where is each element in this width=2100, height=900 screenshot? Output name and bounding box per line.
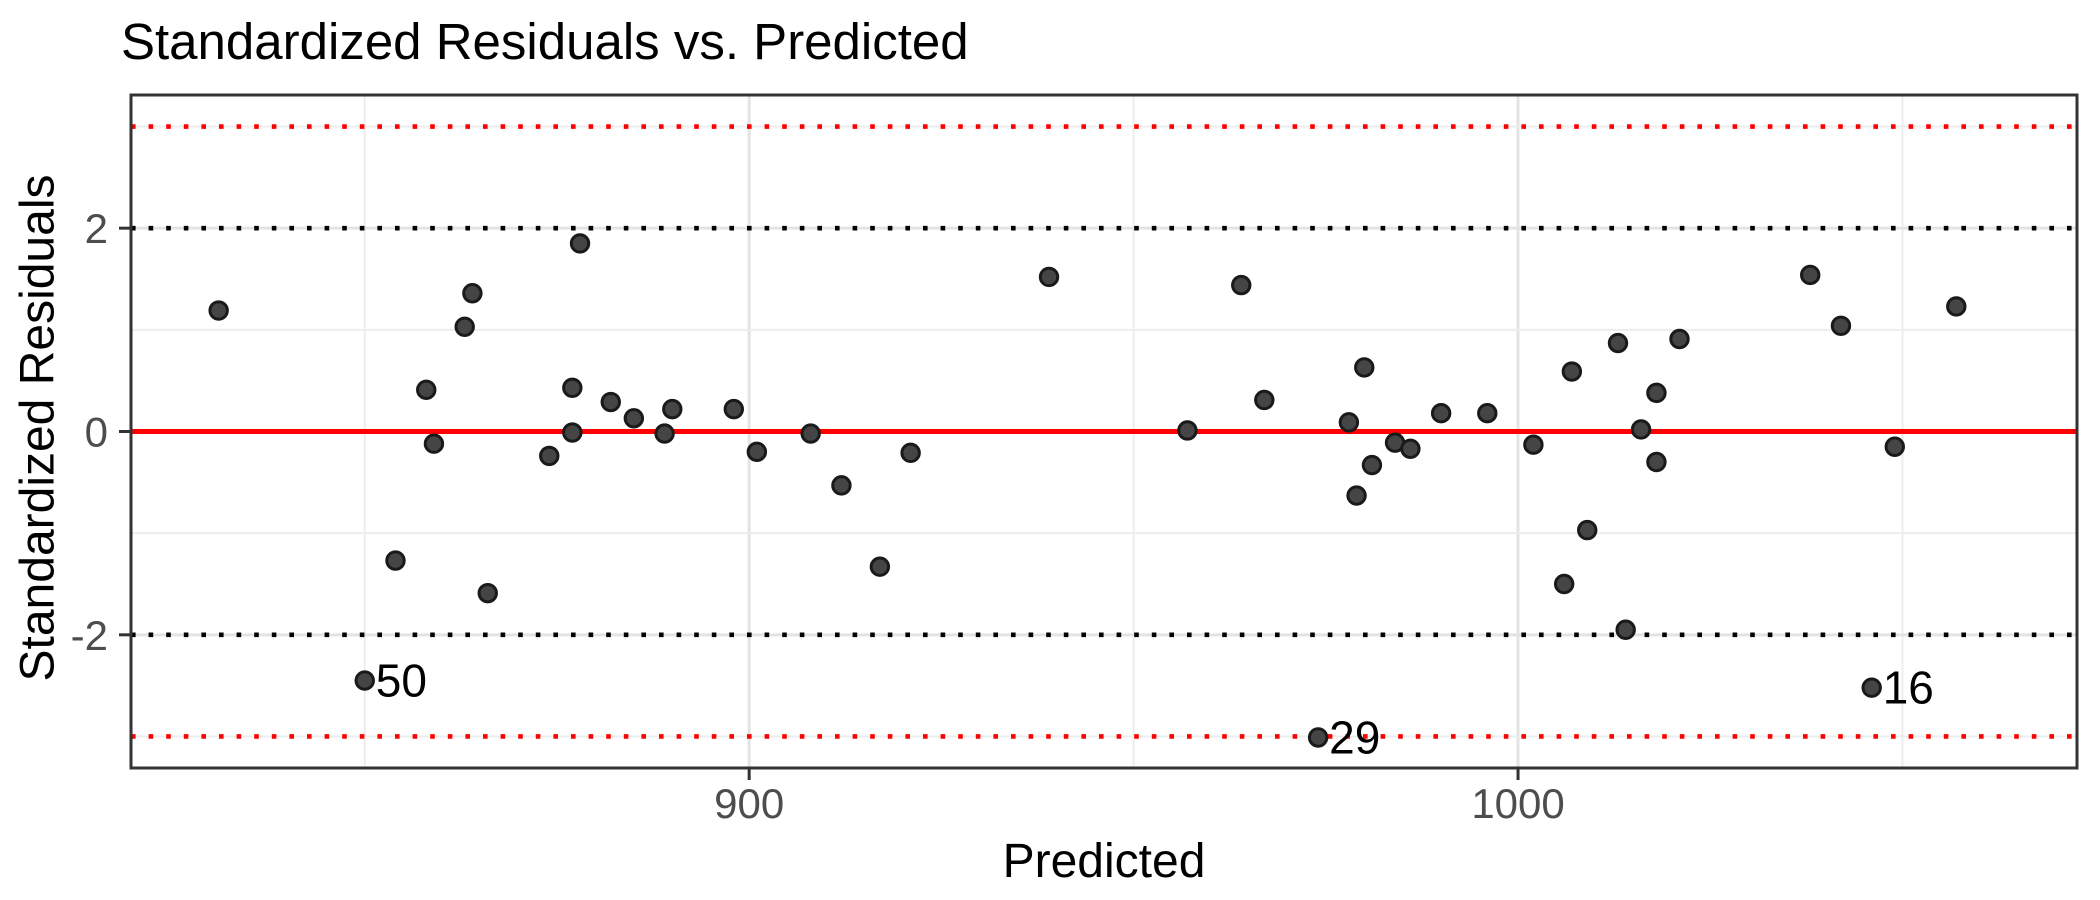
- data-point: [623, 408, 645, 429]
- data-point: [1038, 266, 1060, 288]
- data-point: [1553, 573, 1575, 595]
- data-point: [1630, 419, 1652, 440]
- data-point: [416, 379, 437, 401]
- data-point: [1577, 519, 1598, 541]
- data-point: [1800, 264, 1821, 286]
- y-tick-label: -2: [71, 612, 108, 659]
- data-point: [600, 391, 621, 413]
- y-tick-label: 2: [85, 205, 108, 252]
- data-point: [562, 422, 583, 443]
- data-point: [354, 670, 375, 691]
- data-point: [869, 556, 891, 577]
- x-axis-title: Predicted: [1002, 835, 1206, 888]
- x-tick-label: 1000: [1471, 780, 1564, 827]
- data-point: [208, 300, 229, 321]
- data-point: [454, 316, 475, 337]
- data-point: [1354, 357, 1375, 378]
- chart-title: Standardized Residuals vs. Predicted: [121, 13, 969, 70]
- data-point: [1177, 420, 1198, 441]
- data-point: [800, 423, 821, 444]
- data-point: [477, 582, 498, 604]
- data-point: [423, 433, 445, 454]
- data-point: [1400, 438, 1421, 459]
- data-point: [1669, 328, 1690, 350]
- data-point: [900, 442, 921, 464]
- data-point: [569, 233, 591, 254]
- data-point: [1946, 296, 1967, 317]
- data-point: [654, 423, 675, 444]
- data-point: [1477, 403, 1498, 424]
- data-point: [1430, 403, 1452, 424]
- data-point: [1861, 677, 1882, 698]
- x-tick-label: 900: [714, 780, 784, 827]
- y-tick-label: 0: [85, 409, 108, 456]
- data-point: [1561, 361, 1583, 382]
- data-point: [462, 283, 483, 304]
- data-point: [831, 475, 852, 496]
- data-point: [1607, 332, 1629, 354]
- data-point: [1307, 727, 1329, 748]
- data-point: [1830, 315, 1852, 336]
- data-point: [1231, 274, 1252, 296]
- data-point: [1523, 434, 1544, 455]
- data-point: [1361, 454, 1383, 476]
- data-point: [723, 398, 744, 420]
- data-point: [385, 550, 406, 571]
- data-point: [1646, 451, 1667, 473]
- point-label: 16: [1883, 662, 1934, 714]
- data-point: [1615, 619, 1636, 640]
- data-point: [1338, 412, 1360, 433]
- data-point: [1346, 485, 1367, 506]
- data-point: [662, 398, 683, 420]
- data-point: [539, 445, 560, 467]
- data-point: [1884, 436, 1905, 457]
- point-label: 50: [376, 655, 427, 707]
- data-point: [746, 441, 768, 463]
- point-label: 29: [1329, 712, 1380, 764]
- data-point: [1254, 389, 1275, 411]
- data-point: [1646, 382, 1667, 404]
- data-point: [562, 377, 583, 398]
